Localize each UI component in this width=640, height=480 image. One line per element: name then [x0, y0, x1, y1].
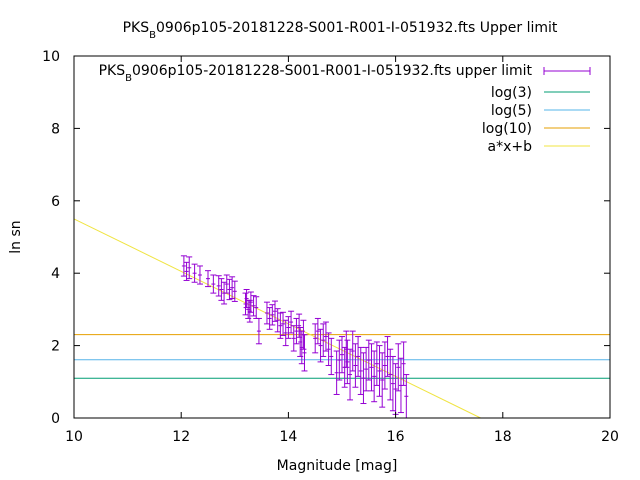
data-point	[223, 274, 230, 294]
data-point	[290, 325, 297, 352]
axis-ticks: 10 12 14 16 18 20 0 2 4 6 8 10	[42, 49, 619, 445]
data-point	[277, 312, 284, 339]
data-point	[355, 336, 362, 377]
data-point	[180, 255, 187, 277]
data-point	[373, 341, 380, 386]
data-point	[205, 270, 211, 288]
data-point	[360, 352, 367, 405]
data-point	[312, 323, 319, 354]
legend-sample-main	[543, 67, 591, 75]
data-point	[183, 261, 190, 281]
legend-label-log3: log(3)	[491, 85, 532, 101]
data-point	[349, 330, 356, 372]
data-point	[400, 341, 407, 386]
data-point	[344, 339, 351, 385]
plot-series	[73, 218, 610, 419]
data-point	[395, 343, 402, 392]
plot-border	[73, 55, 611, 419]
data-point	[250, 295, 257, 317]
x-tick-label: 18	[494, 429, 512, 445]
y-tick-label: 0	[51, 411, 60, 427]
data-point	[255, 317, 262, 345]
data-point	[293, 317, 300, 345]
y-tick-label: 2	[51, 339, 60, 355]
data-point	[389, 355, 396, 412]
data-point	[285, 316, 292, 339]
data-point	[392, 363, 399, 415]
data-point	[272, 300, 278, 322]
chart-title-prefix: PKS	[123, 20, 150, 36]
y-tick-label: 6	[51, 194, 60, 210]
data-point	[231, 280, 238, 302]
x-tick-label: 10	[65, 429, 83, 445]
data-point	[186, 256, 193, 280]
data-point	[314, 317, 321, 345]
chart-title: PKSB0906p105-20181228-S001-R001-I-051932…	[123, 20, 558, 41]
data-point	[376, 345, 383, 397]
data-point	[381, 341, 388, 390]
data-point	[280, 311, 287, 336]
data-point	[191, 263, 198, 283]
data-point	[322, 321, 329, 352]
data-point	[347, 348, 354, 401]
data-point	[328, 337, 335, 376]
data-point	[336, 339, 343, 381]
legend-label-main-subscript: B	[125, 73, 132, 84]
data-point	[288, 310, 295, 334]
data-point	[339, 336, 345, 374]
legend: PKSB0906p105-20181228-S001-R001-I-051932…	[99, 63, 591, 155]
data-point	[229, 276, 236, 300]
data-point	[301, 334, 308, 372]
data-point	[368, 343, 375, 392]
x-tick-label: 20	[601, 429, 619, 445]
y-tick-label: 10	[42, 49, 60, 65]
data-point	[263, 301, 270, 325]
data-point	[282, 319, 289, 347]
legend-label-log10: log(10)	[482, 121, 532, 137]
legend-label-log5: log(5)	[491, 103, 532, 119]
chart-title-subscript: B	[149, 30, 156, 41]
data-point	[210, 274, 217, 294]
data-point	[296, 313, 303, 338]
data-point	[352, 343, 359, 388]
y-tick-label: 4	[51, 266, 60, 282]
legend-label-main: PKSB0906p105-20181228-S001-R001-I-051932…	[99, 63, 533, 84]
data-point	[379, 352, 386, 408]
legend-label-main-prefix: PKS	[99, 63, 126, 79]
y-tick-label: 8	[51, 121, 60, 137]
data-point	[387, 348, 394, 401]
data-point	[266, 307, 273, 330]
legend-label-fit: a*x+b	[488, 139, 533, 155]
data-point	[371, 350, 378, 403]
data-point	[196, 265, 203, 285]
data-point	[333, 350, 340, 395]
x-axis-label: Magnitude [mag]	[277, 458, 398, 474]
x-tick-label: 16	[387, 429, 405, 445]
legend-label-main-rest: 0906p105-20181228-S001-R001-I-051932.fts…	[132, 63, 533, 79]
x-tick-label: 12	[172, 429, 190, 445]
data-point	[365, 339, 372, 381]
chart-title-rest: 0906p105-20181228-S001-R001-I-051932.fts…	[156, 20, 558, 36]
data-point	[363, 346, 370, 392]
data-point	[384, 336, 391, 377]
data-point	[226, 278, 233, 301]
x-tick-label: 14	[279, 429, 297, 445]
data-point	[357, 346, 364, 395]
data-point	[242, 292, 249, 316]
y-axis-label: ln sn	[8, 220, 24, 253]
